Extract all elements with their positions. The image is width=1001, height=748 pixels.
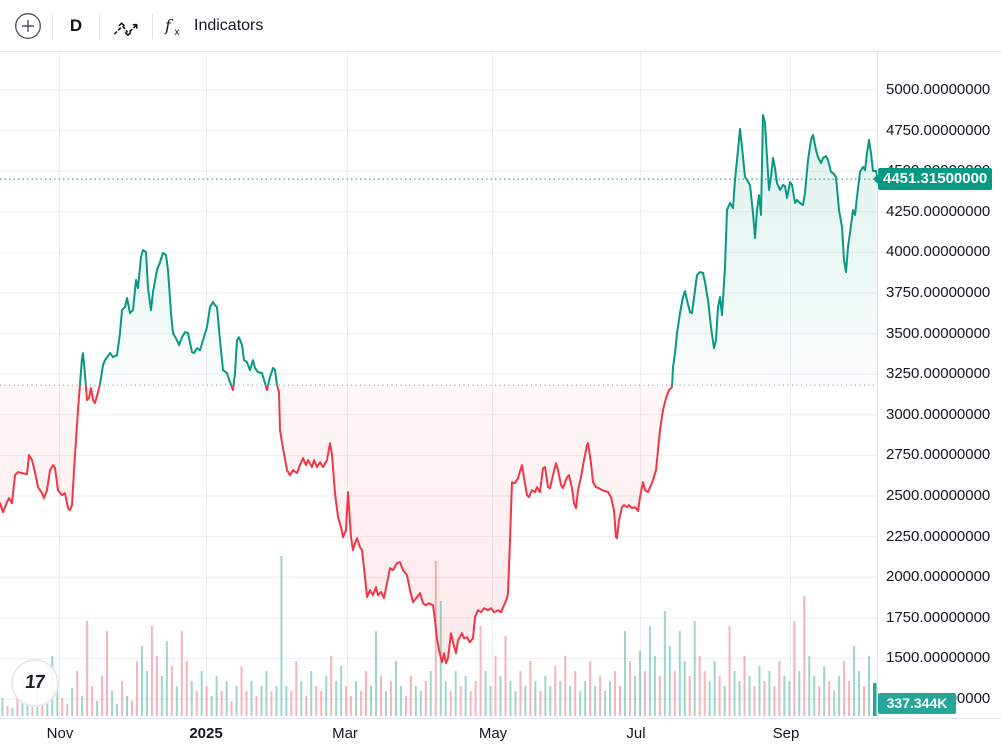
price-axis-label: 4750.00000000 bbox=[886, 121, 991, 139]
price-axis[interactable]: 5000.000000004750.000000004500.000000004… bbox=[877, 52, 1001, 718]
price-axis-label: 1500.00000000 bbox=[886, 649, 991, 667]
time-axis-label: Nov bbox=[46, 725, 74, 742]
price-axis-label: 3500.00000000 bbox=[886, 324, 991, 342]
svg-text:x: x bbox=[175, 27, 180, 38]
time-axis[interactable]: Nov 2025 Mar May Jul Sep bbox=[0, 718, 1001, 748]
price-axis-label: 3750.00000000 bbox=[886, 284, 991, 301]
tradingview-logo: 17 bbox=[11, 659, 59, 707]
price-axis-label: 3000.00000000 bbox=[886, 405, 991, 423]
toolbar-separator bbox=[152, 12, 153, 39]
price-axis-label: 5000.00000000 bbox=[886, 81, 991, 98]
toolbar-separator bbox=[99, 12, 100, 39]
fx-function-icon: f x bbox=[164, 16, 180, 38]
price-axis-label: 2250.00000000 bbox=[886, 527, 991, 545]
volume-value-tag: 337.344K bbox=[878, 693, 956, 714]
toolbar-separator bbox=[52, 12, 53, 39]
add-symbol-button[interactable] bbox=[4, 7, 52, 45]
chart-style-button[interactable] bbox=[100, 7, 152, 45]
time-axis-label: Jul bbox=[626, 725, 646, 742]
baseline-style-icon bbox=[114, 21, 138, 36]
last-price-tag: 4451.31500000 bbox=[872, 168, 993, 191]
price-chart-pane[interactable] bbox=[0, 52, 877, 718]
price-axis-label: 3250.00000000 bbox=[886, 365, 991, 383]
price-axis-label: 4000.00000000 bbox=[886, 243, 991, 261]
tradingview-logo-glyph: 17 bbox=[24, 672, 46, 693]
time-axis-label: 2025 bbox=[189, 725, 223, 742]
price-line-down bbox=[0, 385, 674, 665]
time-axis-label: May bbox=[478, 725, 508, 742]
time-axis-label: Sep bbox=[772, 725, 800, 742]
baseline-fill-above bbox=[79, 115, 877, 386]
time-axis-label: Mar bbox=[332, 725, 358, 742]
plus-circle-icon bbox=[15, 12, 41, 39]
indicators-label: Indicators bbox=[194, 16, 264, 34]
price-axis-label: 2500.00000000 bbox=[886, 487, 991, 504]
price-axis-label: 2750.00000000 bbox=[886, 446, 991, 464]
price-line-up bbox=[78, 114, 877, 386]
baseline-fill-below bbox=[0, 385, 877, 664]
price-axis-label: 2000.00000000 bbox=[886, 568, 991, 586]
interval-button[interactable]: D bbox=[53, 7, 99, 45]
price-axis-label: 4250.00000000 bbox=[886, 202, 991, 220]
price-axis-label: 1750.00000000 bbox=[886, 608, 991, 626]
indicators-button[interactable]: f x Indicators bbox=[153, 7, 277, 45]
chart-toolbar: D f x Indicators bbox=[0, 0, 1001, 52]
svg-text:f: f bbox=[164, 16, 174, 35]
